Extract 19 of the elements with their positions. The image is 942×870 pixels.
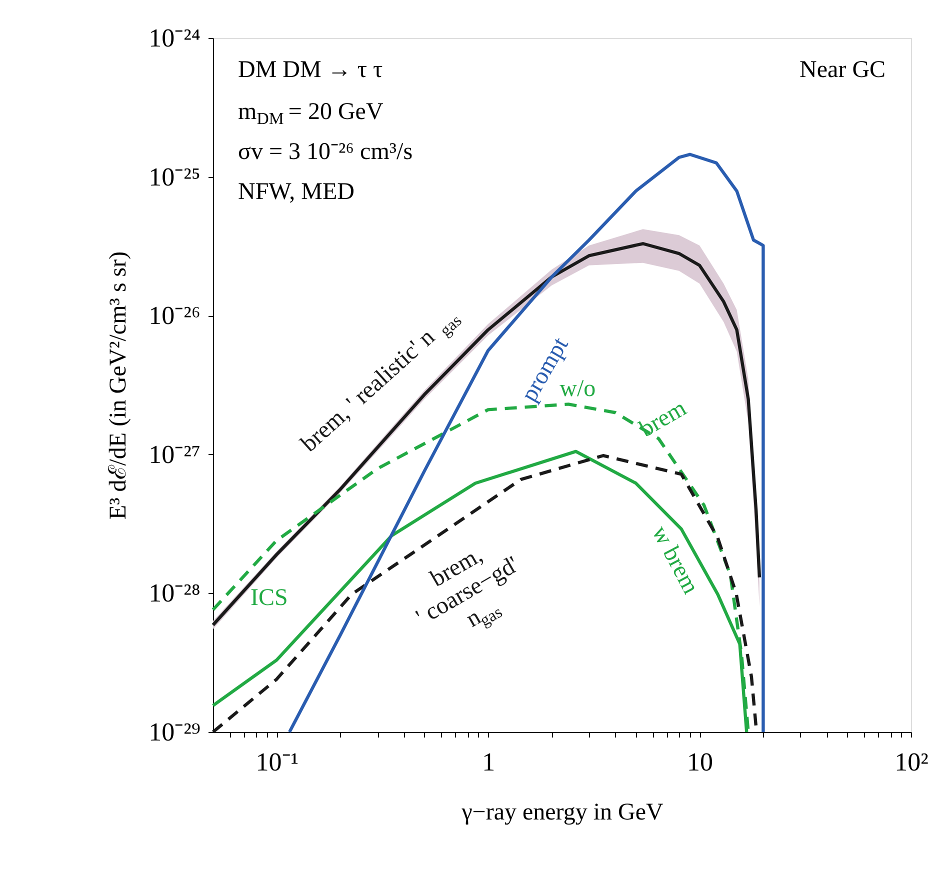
y-tick-label: 10⁻²⁸ (148, 578, 200, 608)
y-tick-label: 10⁻²⁵ (148, 162, 200, 192)
x-tick-label: 10⁻¹ (256, 748, 299, 776)
annotation: σv = 3 10⁻²⁶ cm³/s (238, 139, 413, 165)
y-tick-label: 10⁻²⁴ (148, 24, 200, 52)
annotation: DM DM → τ τ (238, 57, 383, 83)
annotation: Near GC (800, 57, 886, 83)
annotation: brem (635, 395, 692, 443)
y-tick-label: 10⁻²⁶ (148, 301, 200, 330)
annotation: ICS (250, 585, 288, 611)
x-axis-title: γ−ray energy in GeV (460, 800, 664, 826)
y-tick-label: 10⁻²⁷ (148, 440, 200, 469)
y-axis-title: E³ dℰ/dE (in GeV²/cm³ s sr) (106, 251, 132, 520)
x-tick-label: 10² (894, 748, 929, 776)
y-tick-label: 10⁻²⁹ (148, 718, 200, 746)
x-tick-label: 10 (687, 748, 714, 776)
annotation: NFW, MED (238, 179, 354, 205)
annotation: w brem (646, 522, 704, 599)
x-tick-label: 1 (482, 748, 496, 776)
